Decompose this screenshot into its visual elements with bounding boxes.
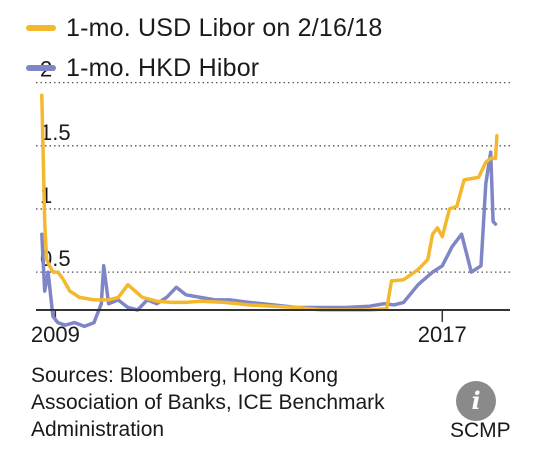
legend-item-hkd-hibor: 1-mo. HKD Hibor: [26, 48, 382, 88]
legend-swatch-usd-libor: [26, 25, 56, 31]
info-icon[interactable]: i: [456, 381, 496, 421]
x-tick-label: 2009: [31, 322, 80, 347]
source-note: Sources: Bloomberg, Hong Kong Associatio…: [31, 362, 451, 443]
source-line: Administration: [31, 418, 165, 441]
series-lines: [40, 93, 499, 329]
legend: 1-mo. USD Libor on 2/16/18 1-mo. HKD Hib…: [26, 8, 382, 88]
brand-label: SCMP: [450, 419, 511, 442]
series-line-usd-libor: [40, 93, 499, 312]
y-tick-label: 1.5: [40, 120, 71, 145]
source-line: Association of Banks, ICE Benchmark: [31, 391, 385, 414]
legend-label-hkd-hibor: 1-mo. HKD Hibor: [66, 53, 260, 82]
y-tick-label: 1: [40, 183, 52, 208]
legend-swatch-hkd-hibor: [26, 65, 56, 71]
y-axis-ticks: 0.511.52: [40, 57, 71, 271]
legend-item-usd-libor: 1-mo. USD Libor on 2/16/18: [26, 8, 382, 48]
legend-label-usd-libor: 1-mo. USD Libor on 2/16/18: [66, 13, 383, 42]
x-axis-ticks: 2009 2017: [31, 310, 467, 347]
gridlines: [36, 81, 510, 273]
source-line: Sources: Bloomberg, Hong Kong: [31, 364, 339, 387]
series-line-hkd-hibor: [40, 150, 498, 329]
x-tick-label: 2017: [418, 322, 467, 347]
